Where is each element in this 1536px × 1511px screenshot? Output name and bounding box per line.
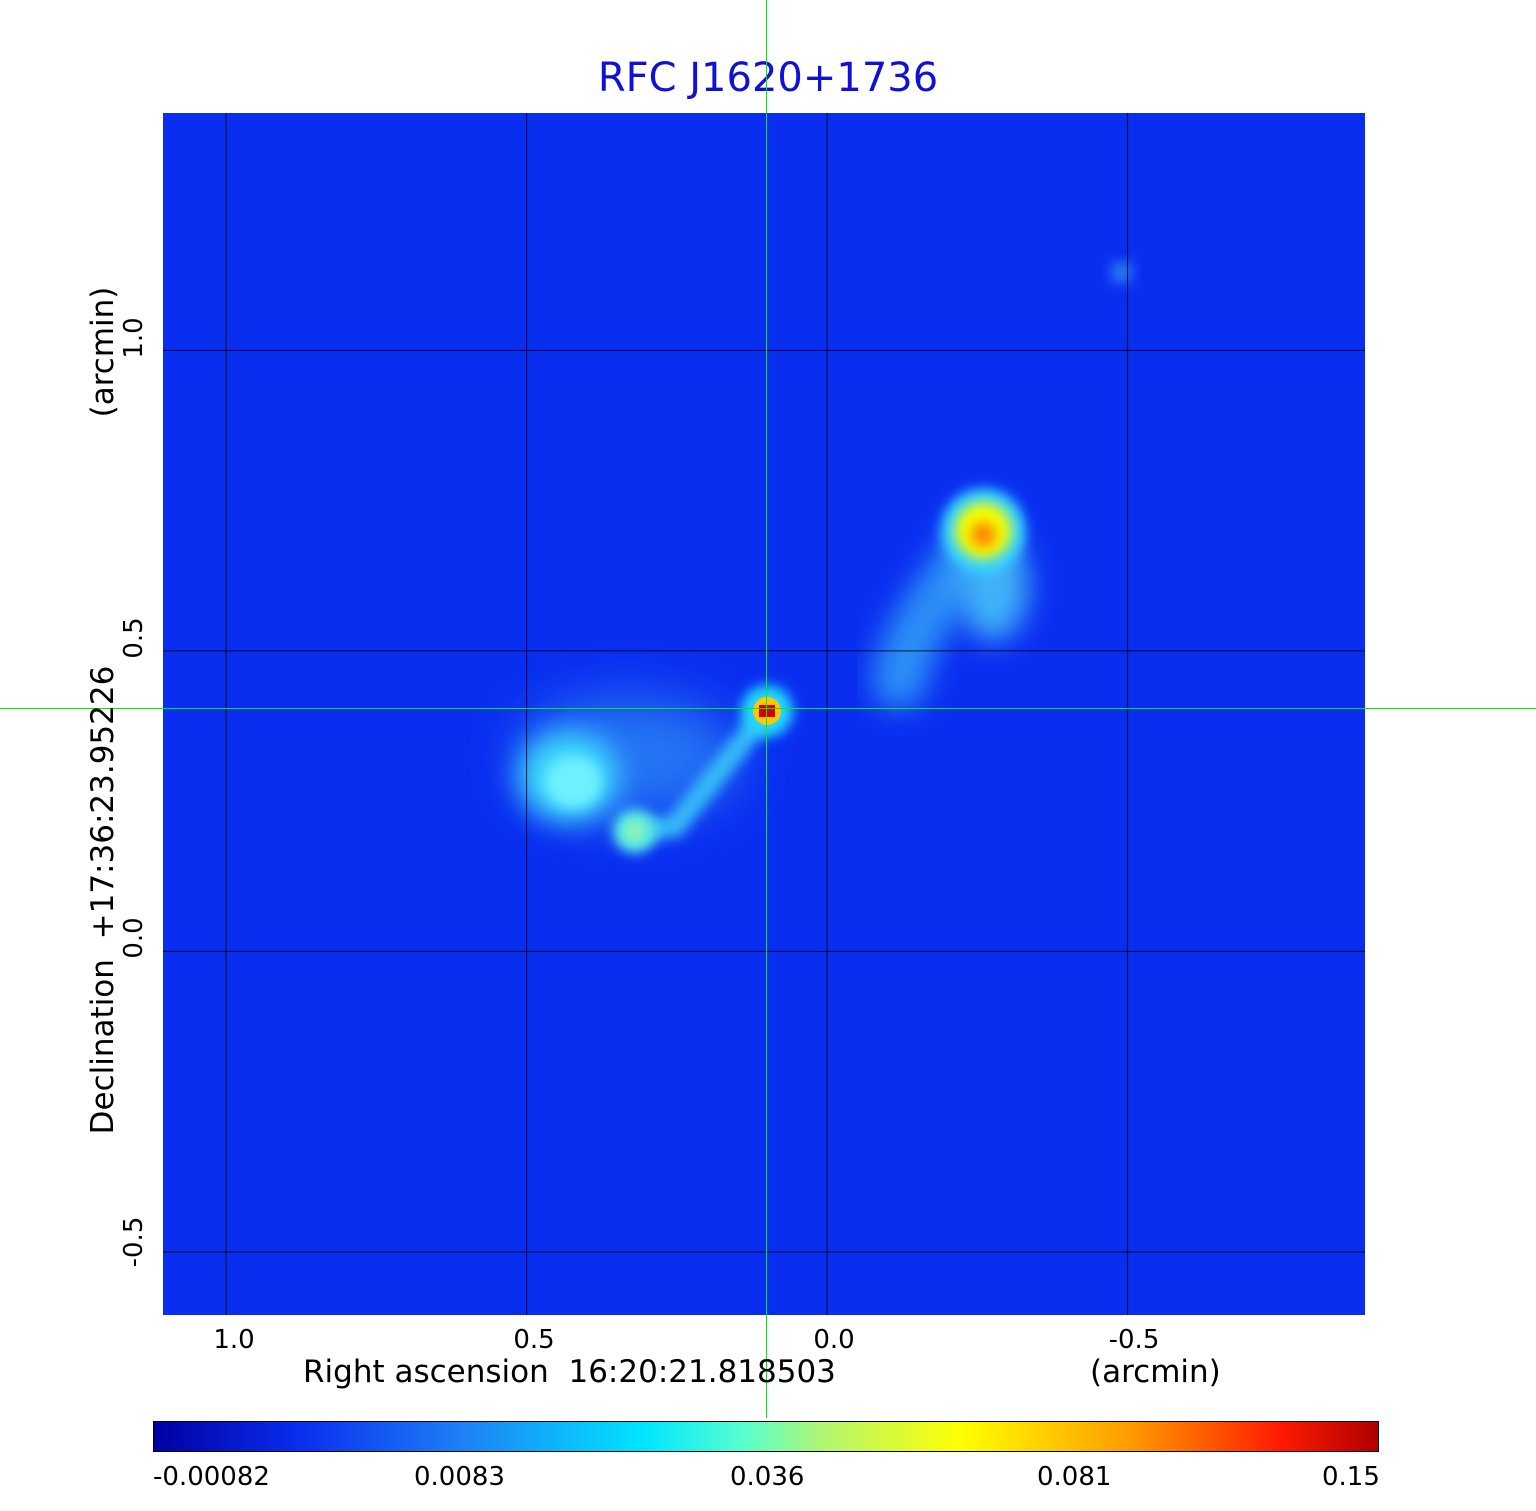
image-plot-area: [163, 113, 1365, 1315]
lobe-east-core: [545, 756, 602, 809]
knot-peak: [625, 822, 644, 841]
x-tick-label: 0.5: [513, 1325, 555, 1355]
chart-title: RFC J1620+1736: [597, 55, 939, 101]
emission-layer: [518, 262, 1132, 854]
y-tick-label: 0.5: [119, 617, 149, 659]
y-tick-label: 1.0: [119, 317, 149, 359]
crosshair-horizontal: [0, 708, 1536, 709]
x-axis-unit: (arcmin): [1090, 1354, 1221, 1390]
colorbar: [153, 1421, 1379, 1452]
colorbar-tick-label: 0.036: [730, 1462, 805, 1492]
y-axis-label: Declination +17:36:23.95226: [85, 665, 121, 1135]
colorbar-tick-label: 0.15: [1322, 1462, 1380, 1492]
coordinate-grid: [163, 113, 1365, 1315]
colorbar-tick-label: 0.0083: [414, 1462, 505, 1492]
x-axis-label: Right ascension 16:20:21.818503: [303, 1354, 836, 1390]
x-tick-label: -0.5: [1108, 1325, 1160, 1355]
crosshair-vertical: [766, 0, 767, 1418]
intensity-map: [518, 262, 1132, 854]
x-tick-label: 1.0: [213, 1325, 255, 1355]
y-tick-label: 0.0: [119, 917, 149, 959]
core-peak: [759, 704, 776, 717]
y-tick-label: -0.5: [119, 1216, 149, 1268]
colorbar-tick-label: 0.081: [1037, 1462, 1112, 1492]
y-axis-unit: (arcmin): [85, 286, 121, 418]
faint-component: [1111, 262, 1132, 283]
x-tick-label: 0.0: [813, 1325, 855, 1355]
colorbar-tick-label: -0.00082: [153, 1462, 270, 1492]
hotspot-peak: [970, 521, 997, 548]
